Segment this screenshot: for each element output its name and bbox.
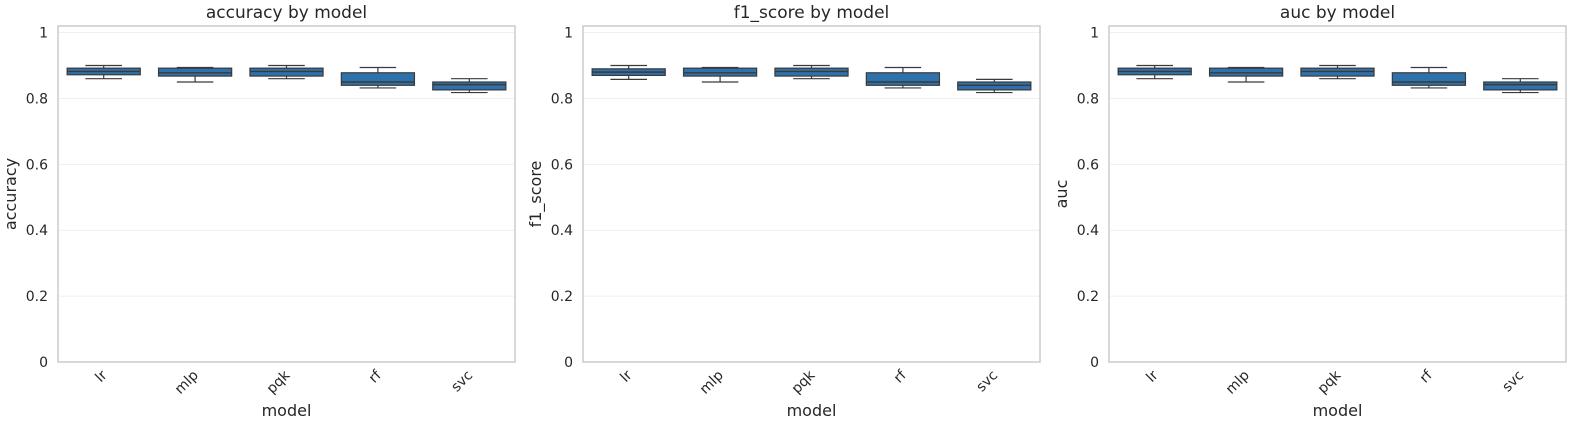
x-tick-label: rf [366,367,386,387]
box-svc [1483,81,1558,91]
x-axis-label: model [787,401,837,420]
y-tick-label: 1 [1090,26,1099,42]
x-tick-label: pqk [789,367,819,397]
y-tick-label: 0.8 [26,91,48,107]
box-svc [432,81,507,91]
x-tick-label: lr [92,367,110,385]
y-tick-label: 0.8 [1077,91,1099,107]
x-tick-label: lr [1143,367,1161,385]
y-tick-label: 0.4 [26,223,48,239]
x-axis-label: model [262,401,312,420]
axes-frame [57,25,516,363]
y-axis-label: accuracy [1,158,20,230]
y-axis-label: auc [1052,180,1071,209]
y-tick-label: 0 [564,355,573,371]
y-tick-label: 0.6 [551,157,573,173]
y-tick-label: 0.2 [551,289,573,305]
x-axis-label: model [1313,401,1363,420]
chart-title: f1_score by model [734,3,890,23]
x-tick-label: svc [448,368,476,396]
box-rf [340,72,416,86]
y-tick-label: 0.2 [1077,289,1099,305]
y-axis-label: f1_score [526,161,546,228]
y-tick-label: 0.4 [1077,223,1099,239]
y-tick-label: 0.2 [26,289,48,305]
x-tick-label: svc [1499,368,1527,396]
y-tick-label: 0 [1090,355,1099,371]
y-tick-label: 0.4 [551,223,573,239]
box-rf [1391,72,1467,86]
y-tick-label: 1 [39,26,48,42]
y-tick-label: 1 [564,26,573,42]
y-tick-label: 0.6 [26,157,48,173]
x-tick-label: mlp [172,367,202,397]
x-tick-label: rf [891,367,911,387]
x-tick-label: rf [1417,367,1437,387]
x-tick-label: mlp [697,367,727,397]
x-tick-label: lr [617,367,635,385]
x-tick-label: mlp [1223,367,1253,397]
x-tick-label: pqk [264,367,294,397]
x-tick-label: svc [973,368,1001,396]
axes-frame [1108,25,1567,363]
y-tick-label: 0.8 [551,91,573,107]
chart-title: accuracy by model [206,3,367,23]
axes-frame [582,25,1041,363]
y-tick-label: 0 [39,355,48,371]
y-tick-label: 0.6 [1077,157,1099,173]
x-tick-label: pqk [1315,367,1345,397]
chart-title: auc by model [1280,3,1395,23]
box-rf [865,72,941,86]
